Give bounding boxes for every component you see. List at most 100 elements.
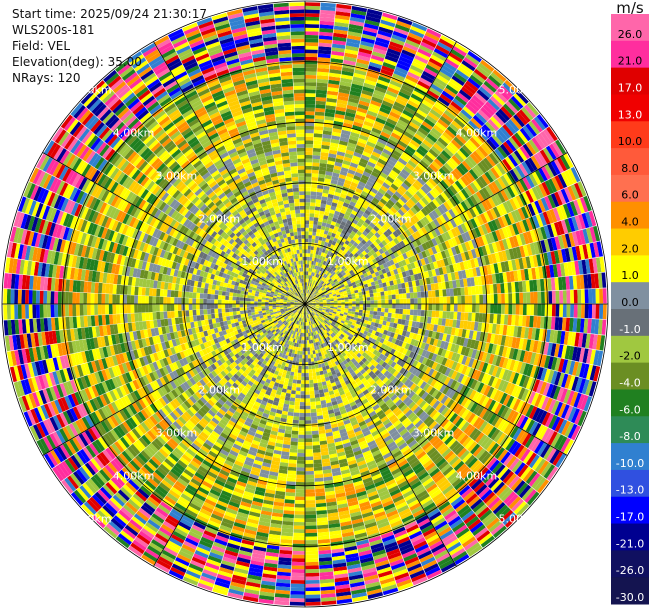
range-gate — [466, 197, 475, 208]
range-gate — [346, 38, 361, 45]
range-gate — [353, 257, 359, 263]
range-gate — [492, 93, 506, 106]
range-gate — [352, 227, 359, 234]
range-gate — [305, 234, 309, 239]
range-gate — [311, 279, 315, 284]
range-gate — [459, 279, 465, 288]
range-gate — [305, 42, 319, 47]
range-gate — [367, 245, 373, 252]
range-gate — [346, 271, 351, 277]
range-gate — [502, 82, 516, 96]
range-gate — [339, 315, 343, 319]
range-gate — [320, 252, 325, 257]
range-gate — [423, 96, 436, 106]
range-gate — [499, 126, 511, 139]
range-gate — [474, 350, 481, 360]
range-gate — [346, 192, 354, 198]
range-gate — [461, 304, 465, 312]
range-gate — [431, 229, 438, 238]
range-gate — [322, 289, 327, 293]
range-gate — [410, 274, 416, 282]
range-gate — [311, 242, 315, 247]
range-gate — [441, 165, 451, 175]
range-gate — [482, 124, 494, 136]
range-gate — [518, 257, 524, 270]
range-gate — [464, 295, 469, 304]
range-gate — [396, 20, 412, 29]
range-gate — [324, 257, 328, 262]
range-gate — [455, 320, 461, 329]
range-gate — [599, 335, 606, 351]
range-gate — [315, 305, 320, 307]
range-gate — [343, 312, 348, 316]
range-gate — [498, 345, 505, 357]
range-gate — [321, 295, 326, 298]
range-gate — [355, 144, 365, 152]
range-gate — [383, 165, 392, 173]
range-gate — [314, 289, 318, 294]
range-gate — [437, 243, 445, 252]
range-gate — [305, 518, 317, 523]
range-gate — [305, 158, 313, 163]
range-gate — [457, 295, 462, 304]
range-gate — [322, 189, 329, 194]
range-gate — [342, 160, 351, 166]
range-gate — [387, 242, 394, 249]
range-gate — [374, 144, 384, 152]
range-gate — [459, 162, 469, 174]
range-gate — [323, 301, 327, 303]
range-gate — [347, 242, 353, 248]
range-gate — [502, 141, 514, 154]
range-gate — [315, 250, 319, 255]
range-gate — [467, 77, 481, 89]
range-gate — [357, 197, 365, 204]
range-gate — [508, 224, 516, 237]
range-gate — [592, 334, 598, 350]
range-gate — [363, 200, 371, 207]
range-gate — [364, 209, 372, 216]
range-gate — [433, 142, 444, 153]
range-gate — [390, 246, 397, 253]
range-gate — [305, 561, 319, 566]
range-gate — [326, 297, 330, 300]
range-gate — [363, 82, 376, 90]
range-gate — [417, 48, 432, 58]
range-gate — [385, 321, 391, 327]
range-gate — [315, 261, 319, 266]
range-gate — [420, 142, 431, 152]
range-gate — [469, 153, 480, 165]
range-gate — [314, 122, 324, 127]
range-gate — [501, 304, 505, 314]
range-gate — [449, 185, 458, 195]
range-gate — [315, 199, 322, 204]
range-gate — [316, 228, 321, 233]
range-gate — [378, 254, 384, 261]
range-gate — [319, 163, 327, 168]
range-gate — [489, 208, 498, 220]
range-gate — [305, 64, 318, 68]
range-gate — [440, 191, 449, 202]
range-gate — [339, 81, 352, 87]
range-gate — [305, 496, 316, 501]
range-gate — [525, 256, 532, 269]
range-gate — [550, 160, 561, 175]
range-gate — [404, 106, 416, 115]
range-gate — [317, 64, 330, 69]
range-gate — [489, 313, 494, 324]
range-gate — [469, 182, 479, 193]
range-gate — [332, 172, 340, 178]
range-gate — [437, 347, 444, 356]
range-gate — [406, 309, 411, 315]
range-gate — [338, 174, 347, 180]
range-gate — [336, 230, 342, 236]
range-gate — [519, 178, 529, 192]
range-gate — [372, 240, 379, 247]
range-gate — [379, 226, 386, 234]
range-gate — [325, 280, 330, 285]
range-gate — [421, 99, 434, 109]
range-gate — [323, 305, 327, 307]
range-gate — [310, 187, 317, 192]
range-gate — [529, 339, 535, 352]
range-gate — [475, 312, 480, 322]
